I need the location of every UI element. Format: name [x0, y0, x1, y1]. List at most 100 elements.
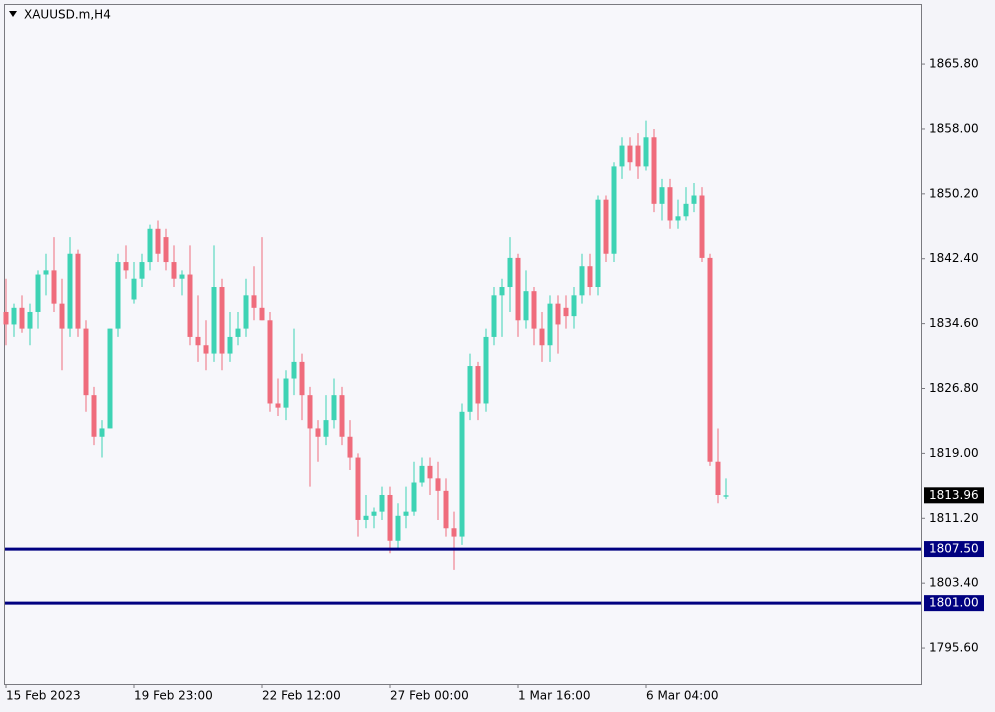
candle-body	[19, 307, 25, 329]
candle-body	[571, 295, 577, 317]
y-tick-label: 1834.60	[929, 316, 979, 330]
candle-body	[203, 345, 209, 354]
candle-body	[371, 511, 377, 516]
candle-body	[667, 187, 673, 221]
candle-body	[619, 145, 625, 167]
candle-body	[259, 307, 265, 321]
price-label-box	[924, 595, 984, 612]
x-tick-label: 27 Feb 00:00	[390, 689, 469, 703]
candle-body	[339, 395, 345, 437]
candle-body	[427, 465, 433, 479]
candle-body	[67, 253, 73, 329]
candle-body	[43, 270, 49, 275]
y-tick-label: 1850.20	[929, 186, 979, 200]
candle-body	[35, 274, 41, 312]
price-label: 1801.00	[929, 596, 979, 610]
chart-title: XAUUSD.m,H4	[24, 8, 111, 22]
candle-body	[251, 295, 257, 308]
candle-body	[99, 428, 105, 437]
candle-body	[139, 262, 145, 279]
candle-body	[355, 457, 361, 520]
candle-body	[171, 262, 177, 279]
candle-body	[403, 511, 409, 516]
candle-body	[683, 203, 689, 217]
candle-body	[131, 278, 137, 300]
candle-body	[155, 228, 161, 254]
candle-body	[611, 166, 617, 254]
candle-body	[243, 295, 249, 329]
candle-body	[643, 137, 649, 167]
candle-body	[587, 266, 593, 288]
menu-triangle[interactable]	[9, 11, 17, 17]
y-tick-label: 1811.20	[929, 511, 979, 525]
candle-body	[523, 291, 529, 321]
candle-body	[459, 411, 465, 537]
candle-body	[395, 515, 401, 541]
candle-body	[435, 478, 441, 491]
x-tick-label: 22 Feb 12:00	[262, 689, 341, 703]
y-tick-label: 1795.60	[929, 641, 979, 655]
candle-body	[411, 482, 417, 512]
plot-frame	[4, 4, 922, 685]
candle-body	[491, 295, 497, 337]
candle-body	[563, 307, 569, 317]
candle-body	[323, 420, 329, 437]
candle-body	[467, 366, 473, 412]
candle-body	[115, 262, 121, 329]
candle-body	[379, 494, 385, 512]
candle-body	[51, 270, 57, 304]
candle-body	[675, 216, 681, 221]
candle-body	[507, 257, 513, 288]
candle-body	[651, 137, 657, 204]
candle-body	[307, 395, 313, 429]
candle-body	[691, 195, 697, 204]
candle-body	[3, 311, 9, 325]
candle-body	[555, 303, 561, 325]
candle-body	[195, 336, 201, 346]
candle-body	[59, 303, 65, 329]
x-tick-label: 1 Mar 16:00	[518, 689, 591, 703]
candle-body	[75, 253, 81, 329]
price-label-box	[924, 487, 984, 504]
candle-body	[187, 274, 193, 337]
candle-body	[451, 528, 457, 537]
candle-body	[235, 328, 241, 337]
candle-body	[291, 361, 297, 379]
candle-body	[699, 195, 705, 258]
y-tick-label: 1858.00	[929, 121, 979, 135]
price-label-box	[924, 541, 984, 558]
candle-body	[275, 403, 281, 408]
candle-body	[227, 336, 233, 354]
y-tick-label: 1819.00	[929, 446, 979, 460]
candle-body	[627, 145, 633, 163]
y-tick-label: 1803.40	[929, 576, 979, 590]
candle-body	[579, 266, 585, 296]
candle-body	[547, 303, 553, 346]
candle-body	[347, 436, 353, 458]
candle-body	[147, 228, 153, 263]
candle-body	[11, 307, 17, 325]
candle-body	[299, 361, 305, 396]
candle-body	[91, 395, 97, 437]
price-label: 1807.50	[929, 542, 979, 556]
candle-body	[27, 311, 33, 329]
candle-body	[315, 428, 321, 437]
candle-body	[179, 274, 185, 279]
candle-body	[603, 199, 609, 254]
candle-body	[499, 287, 505, 296]
x-tick-label: 15 Feb 2023	[6, 689, 81, 703]
candle-body	[483, 336, 489, 404]
candle-body	[363, 515, 369, 520]
candle-body	[443, 490, 449, 529]
candle-body	[387, 494, 393, 541]
candle-body	[635, 145, 641, 167]
candle-body	[715, 461, 721, 495]
y-tick-label: 1865.80	[929, 57, 979, 71]
candle-body	[515, 257, 521, 321]
candle-body	[475, 366, 481, 404]
candle-body	[707, 257, 713, 462]
price-label: 1813.96	[929, 488, 979, 502]
candle-body	[219, 287, 225, 354]
candle-body	[595, 199, 601, 288]
candle-body	[283, 378, 289, 408]
